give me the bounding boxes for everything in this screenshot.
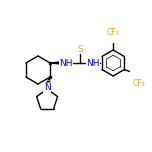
- Text: S: S: [77, 45, 83, 54]
- Text: N: N: [44, 83, 50, 93]
- Text: NH: NH: [86, 59, 100, 67]
- Polygon shape: [50, 62, 63, 64]
- Text: NH: NH: [59, 59, 73, 67]
- Text: CF₃: CF₃: [132, 78, 145, 88]
- Text: CF₃: CF₃: [107, 28, 119, 37]
